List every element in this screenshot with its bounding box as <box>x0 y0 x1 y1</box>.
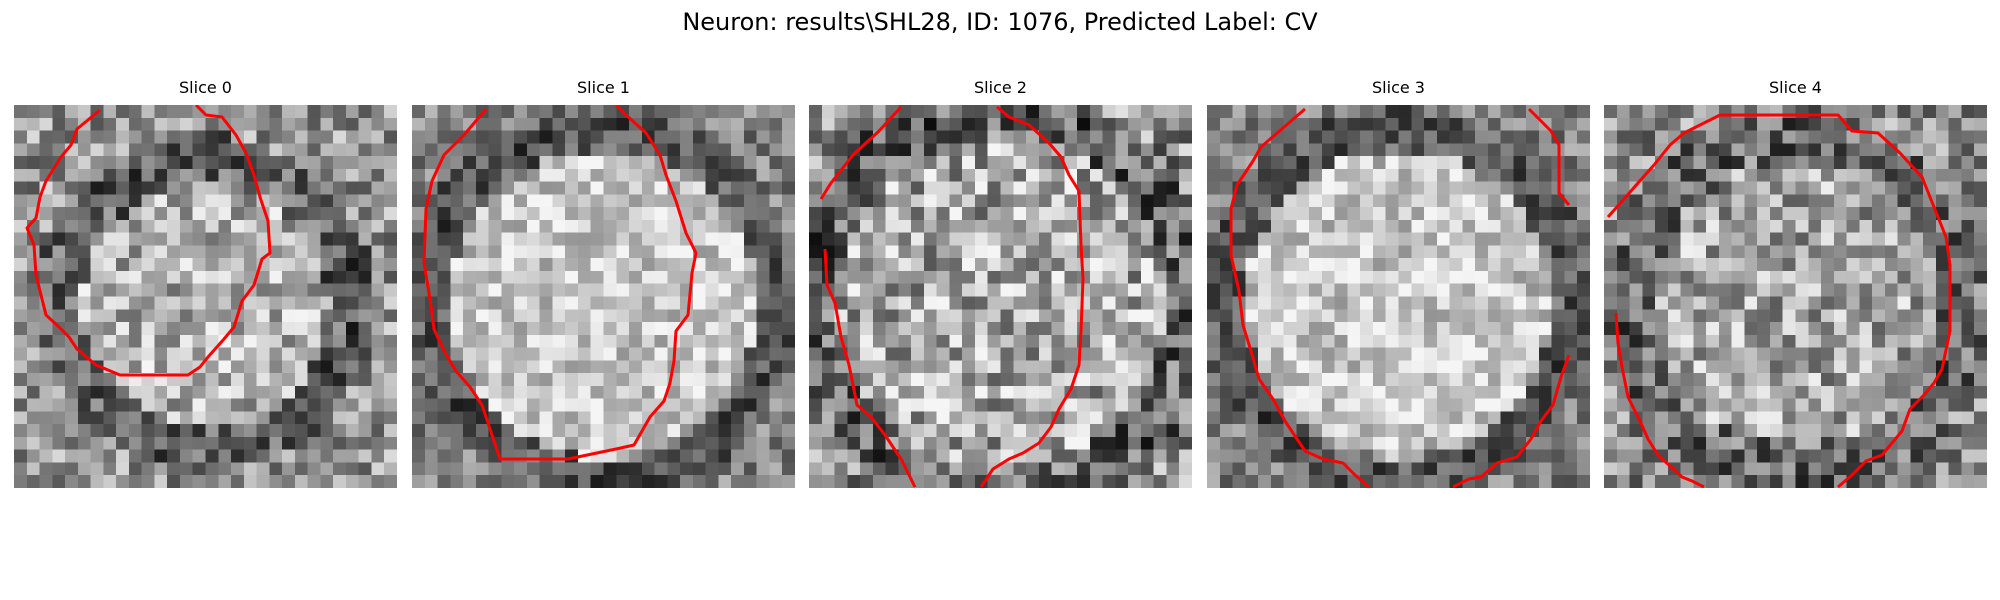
slice-3-title: Slice 3 <box>1207 77 1590 99</box>
slice-3-contour <box>1207 105 1590 488</box>
slice-1-title: Slice 1 <box>412 77 795 99</box>
slice-4-contour <box>1604 105 1987 488</box>
figure-title: Neuron: results\SHL28, ID: 1076, Predict… <box>0 4 2000 40</box>
slice-4-title: Slice 4 <box>1604 77 1987 99</box>
slice-1-contour <box>412 105 795 488</box>
slice-2-contour <box>809 105 1192 488</box>
slice-0-title: Slice 0 <box>14 77 397 99</box>
slice-2-title: Slice 2 <box>809 77 1192 99</box>
slice-0-contour <box>14 105 397 488</box>
